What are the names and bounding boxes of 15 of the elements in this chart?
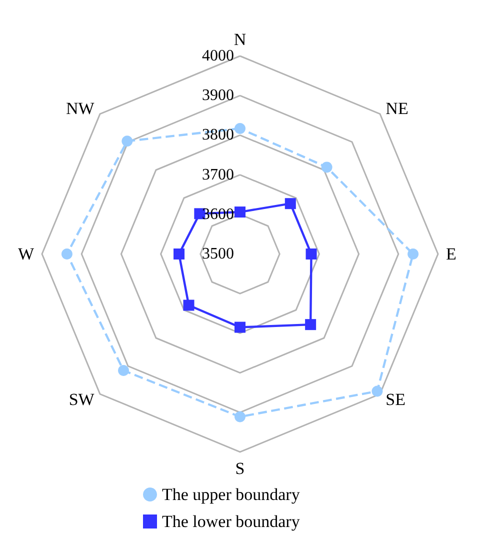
spoke-label: W [18,244,35,264]
legend-label: The upper boundary [162,485,300,504]
spoke-label: NW [66,98,96,118]
spoke-label: NE [386,98,408,118]
y-tick-label: 3800 [202,126,234,144]
y-tick-label: 4000 [202,48,234,64]
spoke-label: S [235,459,245,478]
spoke-label: N [234,30,246,49]
spoke-label: SW [68,390,96,410]
y-tick-label: 3700 [202,166,234,184]
legend-label: The lower boundary [162,512,300,531]
spoke-label: E [446,244,456,264]
y-tick-label: 3900 [202,87,234,104]
spoke-label: SE [386,390,406,410]
y-tick-label: 3500 [202,246,234,262]
